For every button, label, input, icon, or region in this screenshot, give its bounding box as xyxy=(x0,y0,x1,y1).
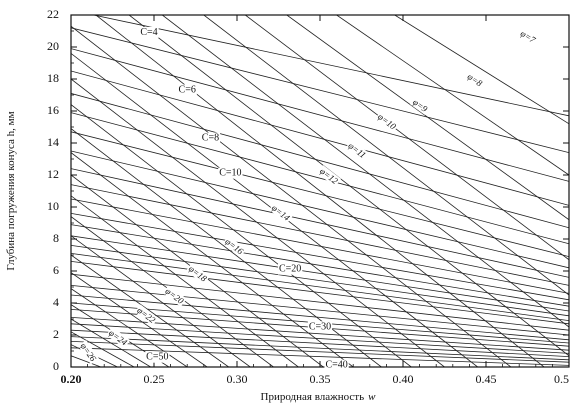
series-line-phi-11 xyxy=(203,15,569,296)
curve-label-bg-phi-24 xyxy=(106,326,131,349)
curve-label-c-20: C=20 xyxy=(279,264,301,275)
series-line-phi-12 xyxy=(162,15,569,328)
series-line-phi-18 xyxy=(71,104,412,367)
series-line-c-12 xyxy=(71,168,569,278)
ticks-layer: 0 2 4 6 8 10 12 14 16 18 20 22 0.20 0.25 0.30 0.35 0.40 0… xyxy=(47,7,570,386)
series-line-phi-25 xyxy=(71,254,229,367)
series-line-phi-9 xyxy=(286,15,569,221)
x-axis-title-symbol: w xyxy=(368,391,376,403)
series-line-phi-14 xyxy=(95,15,545,367)
curve-label-c-4: C=4 xyxy=(140,27,157,38)
curve-label-bg-phi-10 xyxy=(375,110,400,133)
series-line-phi-26 xyxy=(71,272,208,367)
series-line-phi-13 xyxy=(128,15,569,357)
series-line-phi-17 xyxy=(71,78,445,367)
curve-label-bg-c-6 xyxy=(177,84,197,96)
series-line-c-24 xyxy=(71,285,569,336)
y-tick-label: 20 xyxy=(47,39,59,53)
curve-label-c-40: C=40 xyxy=(325,360,347,371)
x-tick-label: 0.45 xyxy=(476,372,497,386)
y-tick-label: 16 xyxy=(47,103,59,117)
curve-label-bg-c-50 xyxy=(145,351,170,363)
series-line-phi-29 xyxy=(71,318,151,367)
x-axis-title-text: Природная влажность xyxy=(261,391,365,403)
curve-label-bg-c-8 xyxy=(200,132,221,144)
y-tick-label: 18 xyxy=(47,71,59,85)
series-line-phi-22 xyxy=(71,195,299,367)
y-tick-label: 2 xyxy=(53,327,59,341)
curve-label-c-30: C=30 xyxy=(309,321,331,332)
series-line-c-14 xyxy=(71,198,569,294)
curve-label-bg-phi-22 xyxy=(134,304,159,326)
series-line-c-18 xyxy=(71,245,569,317)
curve-label-bg-phi-14 xyxy=(268,201,293,224)
x-tick-label: 0.5 xyxy=(554,372,569,386)
curve-label-c-6: C=6 xyxy=(179,84,196,95)
series-line-c-19 xyxy=(71,253,569,321)
series-line-c-26 xyxy=(71,294,569,341)
y-tick-label: 4 xyxy=(53,295,59,309)
curve-label-bg-phi-7 xyxy=(517,27,539,46)
curve-label-bg-c-10 xyxy=(218,167,243,179)
curve-label-bg-phi-16 xyxy=(222,235,247,258)
x-tick-label: 0.30 xyxy=(227,372,248,386)
y-tick-label: 22 xyxy=(47,7,59,21)
curve-label-bg-c-40 xyxy=(324,359,349,371)
series-line-c-45 xyxy=(71,336,569,361)
curve-label-bg-c-30 xyxy=(307,321,333,333)
series-line-c-20 xyxy=(71,261,569,325)
x-tick-label: 0.25 xyxy=(144,372,165,386)
curve-label-bg-phi-11 xyxy=(345,139,369,161)
series-line-c-17 xyxy=(71,235,569,312)
x-axis-title: Природная влажность w xyxy=(261,391,377,403)
series-line-c-9 xyxy=(71,112,569,245)
curve-label-bg-phi-20 xyxy=(162,285,187,307)
curve-label-c-50: C=50 xyxy=(146,352,168,363)
series-line-c-11 xyxy=(71,150,569,269)
curve-label-bg-phi-9 xyxy=(410,96,431,115)
y-tick-label: 0 xyxy=(53,359,59,373)
series-line-c-8 xyxy=(71,93,569,229)
curve-label-bg-c-4 xyxy=(139,26,159,38)
y-tick-label: 6 xyxy=(53,263,59,277)
x-tick-label: 0.20 xyxy=(61,372,82,386)
y-axis-title: Глубина погружения конуса h, мм xyxy=(5,111,17,270)
series-line-phi-24 xyxy=(71,235,251,367)
series-line-phi-10 xyxy=(245,15,569,261)
series-line-c-7 xyxy=(71,70,569,206)
curve-label-bg-phi-18 xyxy=(185,262,210,285)
series-line-phi-32 xyxy=(71,355,102,367)
series-line-c-40 xyxy=(71,329,569,357)
series-line-phi-30 xyxy=(71,331,135,367)
x-tick-label: 0.35 xyxy=(310,372,331,386)
series-line-phi-7 xyxy=(394,15,569,125)
y-tick-label: 10 xyxy=(47,199,59,213)
curve-label-c-10: C=10 xyxy=(219,168,241,179)
curve-label-bg-extra-0-phi-26 xyxy=(77,340,100,365)
series-line-c-36 xyxy=(71,323,569,354)
series-line-c-15 xyxy=(71,213,569,301)
curve-label-c-8: C=8 xyxy=(202,132,219,143)
series-line-phi-15 xyxy=(71,25,512,367)
series-line-c-5 xyxy=(71,27,569,153)
y-tick-label: 12 xyxy=(47,167,59,181)
curve-label-bg-phi-8 xyxy=(464,70,486,90)
x-tick-label: 0.40 xyxy=(393,372,414,386)
y-tick-label: 14 xyxy=(47,135,59,149)
curve-label-bg-phi-12 xyxy=(317,165,342,187)
series-line-phi-20 xyxy=(71,152,354,367)
series-line-phi-8 xyxy=(336,15,569,176)
curve-label-bg-c-20 xyxy=(277,263,303,275)
y-tick-label: 8 xyxy=(53,231,59,245)
series-line-c-13 xyxy=(71,184,569,286)
series-line-c-10 xyxy=(71,131,569,257)
